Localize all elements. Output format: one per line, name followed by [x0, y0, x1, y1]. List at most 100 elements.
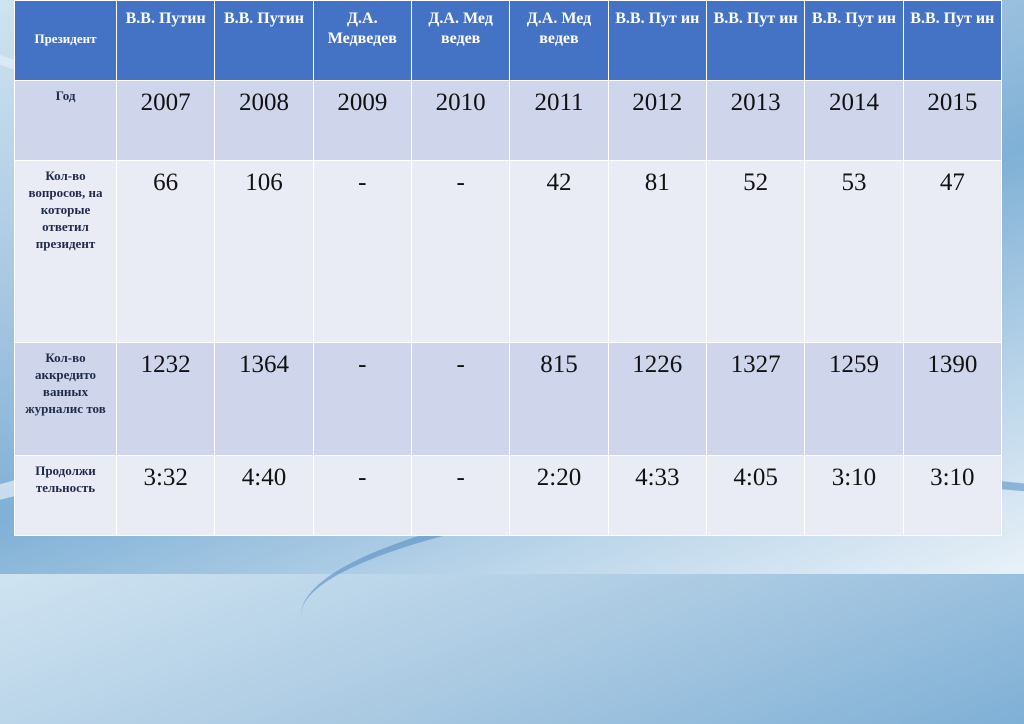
- table-cell: 815: [509, 342, 609, 456]
- cell-value: 4:33: [635, 464, 680, 491]
- cell-value: 2:20: [536, 464, 582, 491]
- table-cell: 2007: [115, 80, 216, 161]
- table-cell: 2012: [607, 80, 707, 161]
- table-cell: -: [410, 160, 511, 343]
- table-cell: 106: [214, 160, 314, 343]
- table-cell: 4:05: [705, 455, 806, 536]
- cell-value: 815: [540, 351, 578, 378]
- cell-value: 42: [546, 169, 572, 196]
- header-label: В.В. Путин: [125, 10, 206, 27]
- cell-value: 2009: [337, 89, 388, 116]
- header-label: В.В. Пут ин: [615, 10, 700, 27]
- table-cell: 1226: [607, 342, 707, 456]
- table-cell: 2014: [804, 80, 904, 161]
- table-header-row: Президент В.В. Путин В.В. Путин Д.А. Мед…: [14, 0, 1003, 81]
- header-label: В.В. Пут ин: [811, 10, 896, 27]
- table-cell: 66: [115, 160, 216, 343]
- header-label: Президент: [34, 31, 97, 46]
- row-label: Продолжи тельность: [35, 463, 96, 495]
- header-cell: Д.А. Мед ведев: [410, 0, 511, 81]
- cell-value: 1226: [632, 351, 683, 378]
- table-cell: 52: [705, 160, 806, 343]
- table-cell: 81: [607, 160, 707, 343]
- table-cell: -: [312, 455, 412, 536]
- cell-value: -: [456, 464, 465, 491]
- cell-value: 1364: [238, 351, 289, 378]
- header-cell: Д.А. Медведев: [312, 0, 412, 81]
- table-cell: 4:33: [607, 455, 707, 536]
- cell-value: 66: [153, 169, 179, 196]
- table-cell: 42: [509, 160, 609, 343]
- table-row-duration: Продолжи тельность 3:32 4:40 - - 2:20 4:…: [14, 455, 1003, 536]
- cell-value: 2015: [927, 89, 978, 116]
- cell-value: -: [456, 169, 465, 196]
- header-cell-president: Президент: [14, 0, 117, 81]
- cell-value: 53: [841, 169, 867, 196]
- cell-value: 47: [939, 169, 965, 196]
- header-cell: В.В. Пут ин: [902, 0, 1003, 81]
- header-label: Д.А. Медведев: [327, 10, 397, 47]
- cell-value: -: [358, 169, 367, 196]
- cell-value: -: [456, 351, 465, 378]
- header-cell: В.В. Пут ин: [607, 0, 707, 81]
- cell-value: 1259: [828, 351, 879, 378]
- row-label-cell: Кол-во вопросов, на которые ответил през…: [14, 160, 117, 343]
- table-cell: 3:10: [804, 455, 904, 536]
- cell-value: 2008: [238, 89, 289, 116]
- header-label: В.В. Пут ин: [910, 10, 995, 27]
- cell-value: 81: [644, 169, 670, 196]
- table-row-year: Год 2007 2008 2009 2010 2011 2012 2013 2…: [14, 80, 1003, 161]
- row-label: Год: [55, 88, 76, 103]
- cell-value: 2010: [435, 89, 486, 116]
- row-label-cell: Продолжи тельность: [14, 455, 117, 536]
- cell-value: 4:40: [241, 464, 287, 491]
- header-cell: В.В. Пут ин: [804, 0, 904, 81]
- row-label-cell: Кол-во аккредито ванных журналис тов: [14, 342, 117, 456]
- cell-value: 3:32: [143, 464, 188, 491]
- table-cell: 1232: [115, 342, 216, 456]
- header-label: В.В. Путин: [223, 10, 305, 27]
- row-label: Кол-во аккредито ванных журналис тов: [25, 350, 106, 416]
- table-cell: 4:40: [214, 455, 314, 536]
- table-row-journalists: Кол-во аккредито ванных журналис тов 123…: [14, 342, 1003, 456]
- table-cell: 53: [804, 160, 904, 343]
- cell-value: 2007: [140, 89, 191, 116]
- table-cell: 2009: [312, 80, 412, 161]
- table-cell: 2013: [705, 80, 806, 161]
- table-cell: 2008: [214, 80, 314, 161]
- cell-value: 2013: [730, 89, 781, 116]
- cell-value: 3:10: [930, 464, 975, 491]
- cell-value: -: [358, 464, 367, 491]
- table-row-questions: Кол-во вопросов, на которые ответил през…: [14, 160, 1003, 343]
- header-label: В.В. Пут ин: [713, 10, 798, 27]
- table-cell: 1364: [214, 342, 314, 456]
- table-cell: 1390: [902, 342, 1003, 456]
- table-cell: 2015: [902, 80, 1003, 161]
- cell-value: 2012: [632, 89, 683, 116]
- table-cell: -: [410, 455, 511, 536]
- table-cell: -: [410, 342, 511, 456]
- cell-value: 52: [743, 169, 769, 196]
- table-cell: 2011: [509, 80, 609, 161]
- header-label: Д.А. Мед ведев: [428, 10, 493, 47]
- row-label: Кол-во вопросов, на которые ответил през…: [28, 168, 103, 251]
- table-cell: 3:10: [902, 455, 1003, 536]
- cell-value: -: [358, 351, 367, 378]
- table-cell: 47: [902, 160, 1003, 343]
- header-cell: В.В. Путин: [214, 0, 314, 81]
- row-label-cell: Год: [14, 80, 117, 161]
- table-cell: 3:32: [115, 455, 216, 536]
- header-cell: В.В. Путин: [115, 0, 216, 81]
- cell-value: 106: [245, 169, 283, 196]
- header-cell: В.В. Пут ин: [705, 0, 806, 81]
- cell-value: 3:10: [831, 464, 877, 491]
- statistics-table: Президент В.В. Путин В.В. Путин Д.А. Мед…: [14, 0, 1003, 536]
- table-cell: 2010: [410, 80, 511, 161]
- header-label: Д.А. Мед ведев: [526, 10, 592, 47]
- table-cell: 1259: [804, 342, 904, 456]
- table-cell: 1327: [705, 342, 806, 456]
- table-cell: -: [312, 160, 412, 343]
- cell-value: 1327: [730, 351, 781, 378]
- cell-value: 1232: [140, 351, 191, 378]
- cell-value: 2011: [534, 89, 584, 116]
